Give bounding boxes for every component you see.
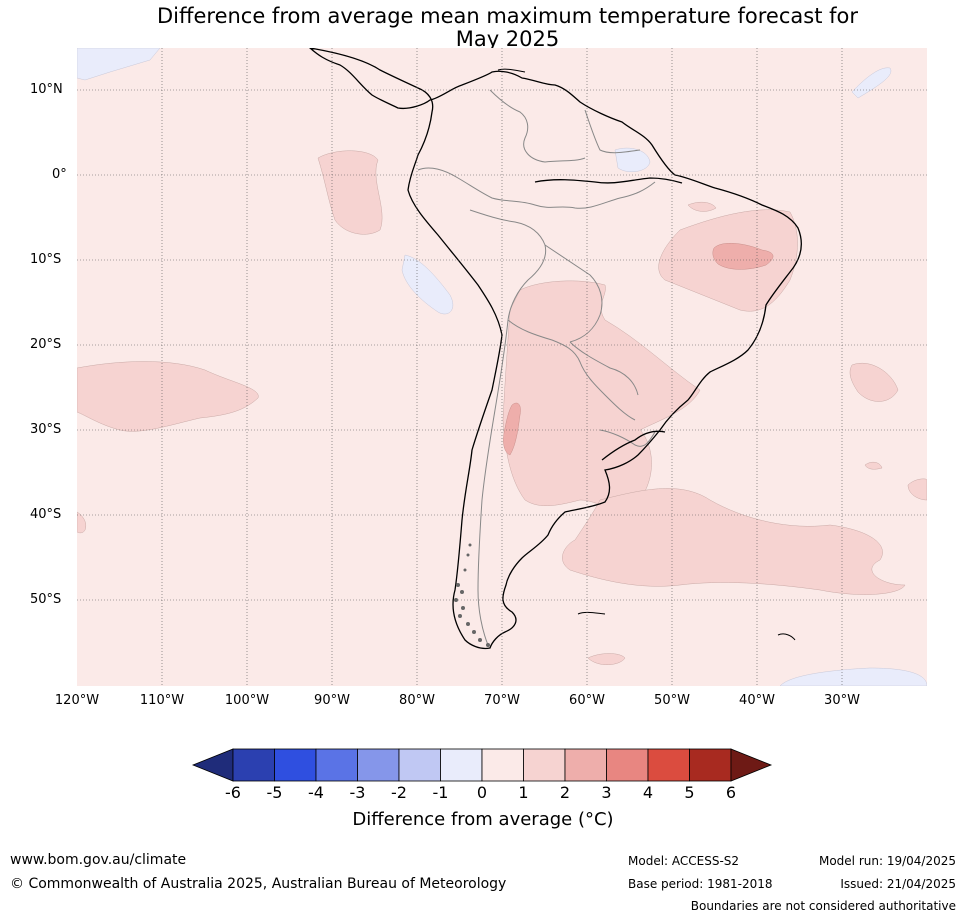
country-boundary <box>569 341 639 396</box>
warm-anomaly-region <box>587 653 626 665</box>
footer-copyright: © Commonwealth of Australia 2025, Austra… <box>10 876 507 892</box>
warm-anomaly-region <box>864 461 883 470</box>
warm-anomaly-region <box>77 511 86 534</box>
chile-archipelago <box>454 543 490 647</box>
lat-label: 10°S <box>30 252 62 267</box>
footer-disclaimer: Boundaries are not considered authoritat… <box>690 899 956 913</box>
lon-label: 100°W <box>224 693 270 708</box>
colorbar-tick-label: -1 <box>432 783 449 802</box>
country-boundary <box>489 89 586 163</box>
lon-label: 70°W <box>484 693 520 708</box>
colorbar-cell <box>274 748 317 782</box>
warm-anomaly-region <box>317 150 383 235</box>
island <box>777 633 796 641</box>
cool-anomaly-region <box>779 667 927 686</box>
colorbar-tick-label: -3 <box>349 783 366 802</box>
island <box>497 68 526 73</box>
warm-anomaly-region <box>849 363 899 402</box>
lon-label: 110°W <box>139 693 185 708</box>
river-amazon <box>534 177 683 184</box>
warm-anomaly-region <box>562 488 906 595</box>
warm-anomaly-region <box>77 361 259 432</box>
country-boundary <box>584 109 641 154</box>
colorbar-tick-label: -6 <box>225 783 241 802</box>
colorbar-cell <box>564 748 607 782</box>
colorbar-cell <box>606 748 649 782</box>
colorbar-cell <box>315 748 358 782</box>
map-title-line-1: Difference from average mean maximum tem… <box>157 4 858 28</box>
lon-label: 40°W <box>739 693 775 708</box>
cool-anomaly-region <box>614 147 651 173</box>
colorbar <box>192 748 773 782</box>
coastline <box>309 48 802 650</box>
forecast-map <box>77 48 927 686</box>
colorbar-cell <box>440 748 483 782</box>
colorbar-tick-label: 2 <box>559 783 571 802</box>
country-boundary <box>477 319 509 646</box>
lon-label: 50°W <box>654 693 690 708</box>
cool-anomaly-region <box>851 67 892 99</box>
colorbar-extend-low <box>192 748 234 782</box>
footer-base-period: Base period: 1981-2018 <box>628 877 773 891</box>
colorbar-label: Difference from average (°C) <box>352 809 614 830</box>
colorbar-tick-label: -5 <box>266 783 283 802</box>
cool-anomaly-region <box>77 48 161 81</box>
lon-label: 60°W <box>569 693 605 708</box>
country-boundary <box>599 429 656 447</box>
warm-anomaly-region-strong <box>503 402 521 456</box>
country-boundary <box>507 319 636 421</box>
footer-issued: Issued: 21/04/2025 <box>840 877 956 891</box>
colorbar-cell <box>647 748 690 782</box>
colorbar-extend-high <box>730 748 773 782</box>
graticule <box>77 48 927 686</box>
lat-label: 30°S <box>30 422 62 437</box>
colorbar-cell <box>398 748 441 782</box>
lat-label: 40°S <box>30 507 62 522</box>
country-boundary <box>544 244 603 343</box>
colorbar-cell <box>523 748 566 782</box>
cool-anomaly-region <box>401 254 454 315</box>
map-title-line-2: May 2025 <box>455 27 560 51</box>
lon-label: 80°W <box>399 693 435 708</box>
lon-label: 120°W <box>54 693 100 708</box>
colorbar-tick-label: 3 <box>601 783 612 802</box>
lat-label: 20°S <box>30 337 62 352</box>
colorbar-tick-label: 0 <box>476 783 488 802</box>
colorbar-cell <box>232 748 275 782</box>
lon-label: 90°W <box>314 693 350 708</box>
lon-label: 30°W <box>824 693 860 708</box>
lat-label: 10°N <box>30 82 63 97</box>
footer-model-run: Model run: 19/04/2025 <box>818 854 956 868</box>
warm-anomaly-region-strong <box>712 243 774 270</box>
colorbar-cell <box>689 748 732 782</box>
river-parana <box>601 430 666 461</box>
lat-label: 0° <box>52 167 67 182</box>
warm-anomaly-region <box>687 201 717 212</box>
colorbar-cell <box>357 748 400 782</box>
colorbar-tick-label: -2 <box>391 783 407 802</box>
lat-label: 50°S <box>30 592 62 607</box>
colorbar-tick-label: 5 <box>684 783 695 802</box>
footer-model: Model: ACCESS-S2 <box>628 854 740 868</box>
colorbar-cell <box>481 748 524 782</box>
warm-anomaly-region <box>907 478 927 501</box>
footer-url: www.bom.gov.au/climate <box>10 852 187 868</box>
country-boundary <box>417 167 656 209</box>
island <box>577 611 606 615</box>
colorbar-tick-label: 1 <box>518 783 529 802</box>
colorbar-tick-label: 6 <box>725 783 737 802</box>
colorbar-tick-label: -4 <box>308 783 324 802</box>
colorbar-tick-label: 4 <box>642 783 654 802</box>
